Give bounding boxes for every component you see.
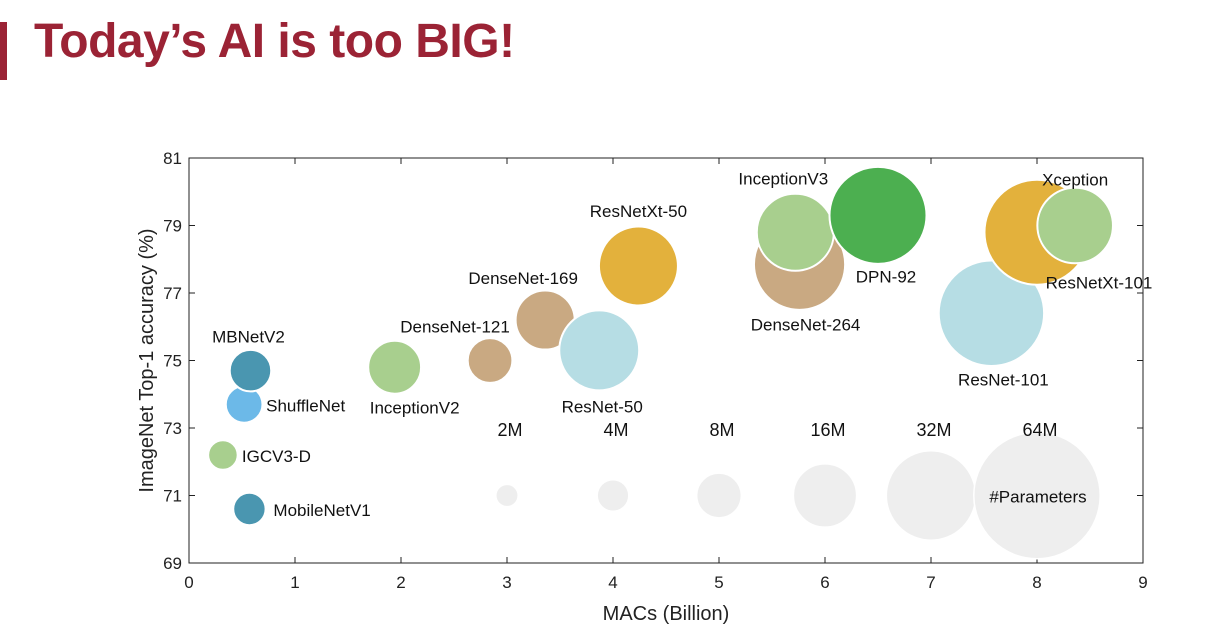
bubble-label-inceptionv2: InceptionV2 xyxy=(370,398,460,417)
size-legend-bubble-16m xyxy=(792,463,858,528)
bubble-mobilenetv1 xyxy=(232,491,267,527)
x-tick-label: 2 xyxy=(396,573,405,592)
bubble-inceptionv3 xyxy=(755,192,835,272)
y-tick-label: 75 xyxy=(163,352,182,371)
bubble-igcv3-d xyxy=(207,439,239,471)
bubble-resnet-50 xyxy=(558,309,641,392)
size-legend-title: #Parameters xyxy=(989,488,1086,507)
y-tick-label: 77 xyxy=(163,284,182,303)
bubble-label-dpn-92: DPN-92 xyxy=(856,267,916,286)
size-legend-label-32m: 32M xyxy=(916,420,951,440)
x-tick-label: 4 xyxy=(608,573,617,592)
bubble-label-resnetxt-50: ResNetXt-50 xyxy=(590,202,687,221)
bubble-label-densenet-121: DenseNet-121 xyxy=(400,318,510,337)
size-legend-bubble-64m xyxy=(973,431,1101,560)
bubble-label-mbnetv2: MBNetV2 xyxy=(212,328,285,347)
size-legend-label-2m: 2M xyxy=(497,420,522,440)
bubble-label-shufflenet: ShuffleNet xyxy=(266,396,345,415)
bubble-label-igcv3-d: IGCV3-D xyxy=(242,447,311,466)
y-tick-label: 71 xyxy=(163,487,182,506)
size-legend-label-4m: 4M xyxy=(603,420,628,440)
x-tick-label: 0 xyxy=(184,573,193,592)
bubble-dpn-92 xyxy=(828,165,928,265)
bubble-label-xception: Xception xyxy=(1042,171,1108,190)
bubble-densenet-121 xyxy=(466,337,514,384)
x-tick-label: 3 xyxy=(502,573,511,592)
size-legend-bubble-4m xyxy=(596,478,630,513)
size-legend-label-8m: 8M xyxy=(709,420,734,440)
bubble-xception xyxy=(1036,186,1114,265)
x-tick-label: 1 xyxy=(290,573,299,592)
bubble-mbnetv2 xyxy=(228,348,273,393)
bubble-inceptionv2 xyxy=(367,339,423,395)
x-tick-label: 5 xyxy=(714,573,723,592)
y-tick-label: 79 xyxy=(163,217,182,236)
bubble-label-densenet-264: DenseNet-264 xyxy=(751,315,861,334)
x-tick-label: 8 xyxy=(1032,573,1041,592)
slide-title: Today’s AI is too BIG! xyxy=(34,15,515,68)
bubble-resnet-101 xyxy=(937,259,1046,367)
x-tick-label: 9 xyxy=(1138,573,1147,592)
bubble-label-resnetxt-101: ResNetXt-101 xyxy=(1046,273,1153,292)
bubble-shufflenet xyxy=(224,385,264,424)
x-axis-label: MACs (Billion) xyxy=(603,603,730,625)
bubble-resnetxt-50 xyxy=(597,225,679,307)
size-legend-bubble-2m xyxy=(495,483,519,508)
bubble-label-resnet-101: ResNet-101 xyxy=(958,370,1049,389)
y-tick-label: 69 xyxy=(163,554,182,573)
size-legend-label-16m: 16M xyxy=(810,420,845,440)
y-axis-label: ImageNet Top-1 accuracy (%) xyxy=(136,228,158,492)
size-legend-label-64m: 64M xyxy=(1022,420,1057,440)
y-tick-label: 73 xyxy=(163,419,182,438)
bubble-label-mobilenetv1: MobileNetV1 xyxy=(273,501,370,520)
bubble-label-inceptionv3: InceptionV3 xyxy=(738,169,828,188)
title-accent-bar xyxy=(0,22,7,80)
bubble-label-densenet-169: DenseNet-169 xyxy=(468,269,578,288)
y-tick-label: 81 xyxy=(163,149,182,168)
bubble-label-resnet-50: ResNet-50 xyxy=(562,397,643,416)
x-tick-label: 6 xyxy=(820,573,829,592)
x-tick-label: 7 xyxy=(926,573,935,592)
size-legend-bubble-8m xyxy=(695,472,743,519)
size-legend-bubble-32m xyxy=(885,450,977,541)
